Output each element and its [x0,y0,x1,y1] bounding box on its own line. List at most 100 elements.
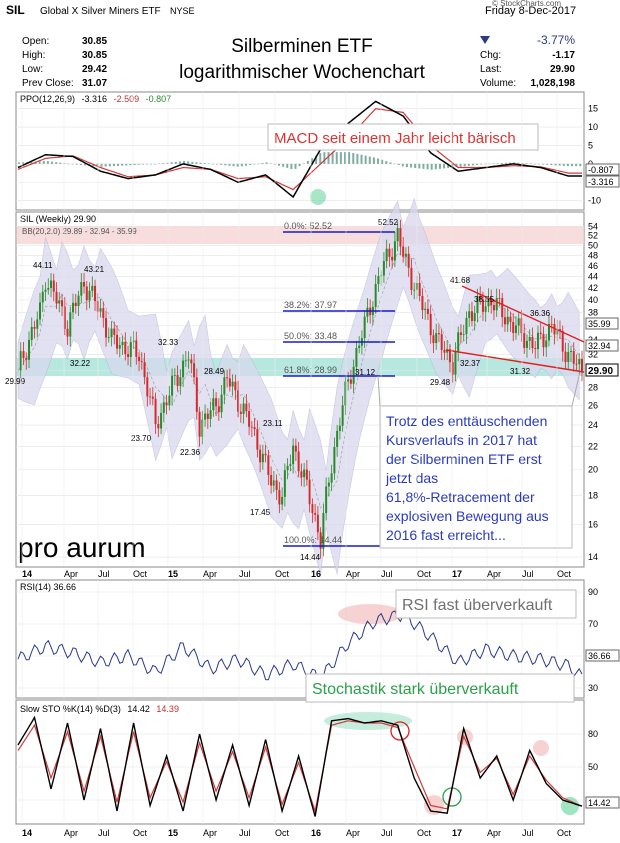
ppo-annotation-box [267,123,539,151]
ppo-histogram-bar [121,163,124,166]
ppo-histogram-bar [203,163,206,164]
candle-body [330,473,333,483]
candle-body [363,316,366,339]
ppo-histogram-bar [112,163,115,167]
candle-body [426,308,429,314]
ppo-tick-label: 10 [588,122,598,132]
sto-highlight-peak2 [533,740,549,756]
ppo-histogram-bar [393,163,396,165]
candle-body [237,390,240,412]
price-tick-label: 18 [588,491,598,501]
price-tick-label: 48 [588,250,598,260]
candle-body [308,479,311,505]
ppo-highlight-circle [310,189,326,205]
ppo-histogram-bar [348,152,351,164]
x-tick-label-top: 17 [452,569,462,579]
pro-aurum-logo: pro aurum [18,532,146,563]
ppo-histogram-bar [471,163,474,166]
sto-highlight-bottom [424,795,444,815]
ppo-histogram-bar [389,162,392,164]
ppo-histogram-bar [434,163,437,170]
price-tick-label: 40 [588,295,598,305]
candle-body [503,317,506,325]
ppo-histogram-bar [150,163,153,165]
price-tick-label: 24 [588,420,598,430]
ppo-histogram-bar [282,163,285,167]
ppo-histogram-bar [513,162,516,164]
candle-body [501,298,504,318]
candle-body [567,352,570,362]
price-annotation-22-36: 22.36 [180,448,201,457]
ppo-histogram-bar [191,161,194,164]
candle-body [129,342,132,358]
ppo-line [17,100,582,199]
prevclose-value: 31.07 [82,78,107,89]
candle-body [44,289,47,292]
ppo-histogram-bar [174,161,177,164]
fib-label-50: 50.0%: 33.48 [284,331,337,341]
ppo-histogram-bar [244,163,247,166]
candle-body [231,381,234,387]
candle-body [517,318,520,326]
x-tick-label-top: Apr [203,569,217,579]
candle-body [322,513,325,549]
candle-body [88,290,91,301]
sto-tick-label: 80 [588,729,598,739]
ppo-histogram-bar [550,163,553,166]
annotation-pointer-right [571,371,581,407]
candle-body [66,328,69,337]
ppo-histogram-bar [368,156,371,164]
candle-body [162,402,165,413]
upper-trend-line [461,285,585,343]
price-annotation-32-37: 32.37 [460,359,481,368]
candle-body [151,396,154,399]
x-tick-label-bottom: Oct [133,828,148,838]
svg-text:PPO(12,26,9) -3.316: PPO(12,26,9) -3.316 -2.509 -0.807 [20,94,171,104]
ppo-histogram-bar [265,162,268,164]
candle-body [270,474,273,486]
candle-body [55,291,58,304]
x-tick-label-top: Apr [346,569,360,579]
candle-body [127,354,130,358]
candle-body [545,340,548,348]
candle-body [377,276,380,285]
ppo-histogram-bar [397,163,400,166]
ppo-value-box1 [585,163,620,176]
candle-body [443,349,446,353]
price-annotation-29-99: 29.99 [5,377,26,386]
chart-title-line1: Silberminen ETF [231,36,373,57]
candle-body [437,333,440,335]
candle-body [484,306,487,312]
candle-body [457,332,460,352]
candle-body [514,325,517,334]
ppo-histogram-bar [253,163,256,165]
candle-body [99,308,102,312]
price-annotation-23-70: 23.70 [131,434,152,443]
ppo-histogram-bar [166,162,169,164]
ppo-histogram-bar [286,163,289,168]
ppo-histogram-bar [55,162,58,164]
price-tick-label: 50 [588,240,598,250]
candle-body [418,283,421,296]
candle-body [182,360,185,378]
candle-body [429,313,432,336]
rsi-label: RSI(14) 36.66 [20,582,76,592]
candle-body [512,321,515,334]
candle-body [473,312,476,322]
x-tick-label-top: Apr [487,569,501,579]
ppo-value-box2 [585,175,620,188]
ppo-histogram-bar [290,163,293,170]
x-tick-label-top: Jul [98,569,110,579]
candle-body [47,287,50,290]
candle-body [410,267,413,290]
candle-body [28,339,31,360]
ppo-histogram-bar [46,161,49,164]
ppo-histogram-bar [377,158,380,164]
ppo-histogram-bar [257,163,260,165]
candle-body [278,490,281,505]
bb-mid-value: 32.94 [588,341,611,351]
x-tick-label-top: Oct [133,569,148,579]
candle-body [184,360,187,362]
candle-body [52,280,55,292]
ppo-value-box1-text: -0.807 [588,165,614,175]
